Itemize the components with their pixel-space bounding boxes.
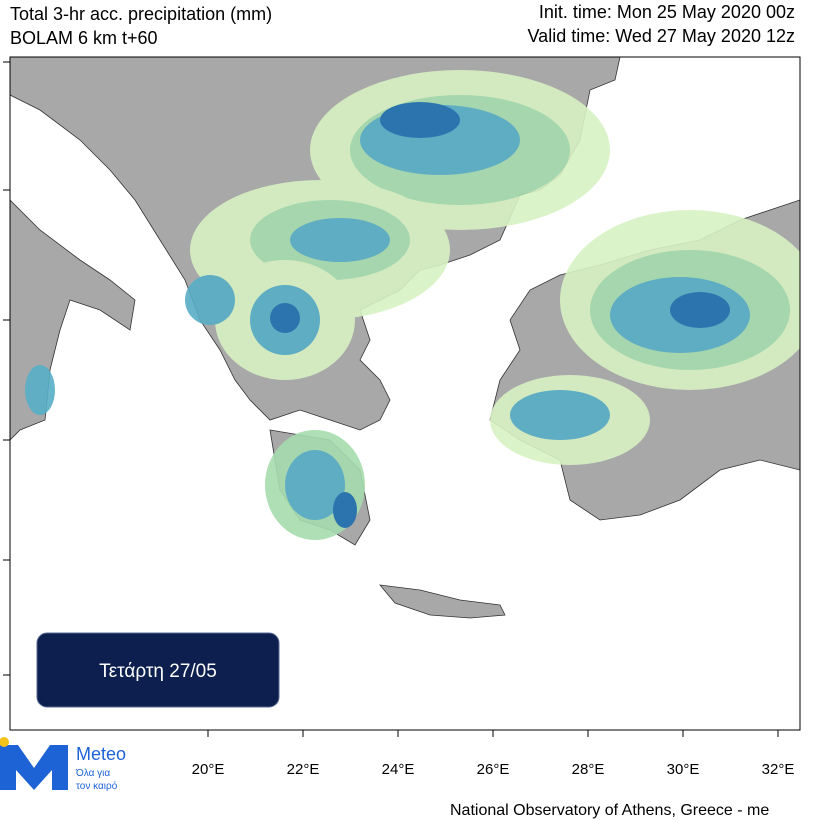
logo: Meteo Όλα για τον καιρό bbox=[0, 737, 126, 792]
map bbox=[10, 57, 800, 730]
lon-label: 28°E bbox=[572, 761, 605, 778]
badge bbox=[36, 632, 280, 708]
lon-label: 30°E bbox=[667, 761, 700, 778]
lon-label: 22°E bbox=[287, 761, 320, 778]
lon-label: 20°E bbox=[192, 761, 225, 778]
lon-label: 24°E bbox=[382, 761, 415, 778]
lon-label: 32°E bbox=[762, 761, 795, 778]
lon-labels: 20°E 22°E 24°E 26°E 28°E 30°E 32°E bbox=[192, 730, 795, 778]
footer-credit: National Observatory of Athens, Greece -… bbox=[450, 802, 769, 819]
lat-ticks bbox=[3, 61, 10, 676]
title-line1: Total 3-hr acc. precipitation (mm) bbox=[10, 4, 272, 24]
logo-name: Meteo bbox=[76, 744, 126, 764]
logo-tagline: Όλα για bbox=[75, 768, 110, 779]
logo-tagline: τον καιρό bbox=[76, 780, 118, 792]
badge-label: Τετάρτη 27/05 bbox=[99, 661, 217, 682]
valid-time: Valid time: Wed 27 May 2020 12z bbox=[528, 26, 795, 46]
lon-label: 26°E bbox=[477, 761, 510, 778]
precipitation bbox=[25, 70, 800, 540]
crete-land bbox=[379, 584, 506, 619]
title-line2: BOLAM 6 km t+60 bbox=[10, 28, 158, 48]
map-frame bbox=[9, 56, 801, 731]
init-time: Init. time: Mon 25 May 2020 00z bbox=[539, 2, 795, 22]
